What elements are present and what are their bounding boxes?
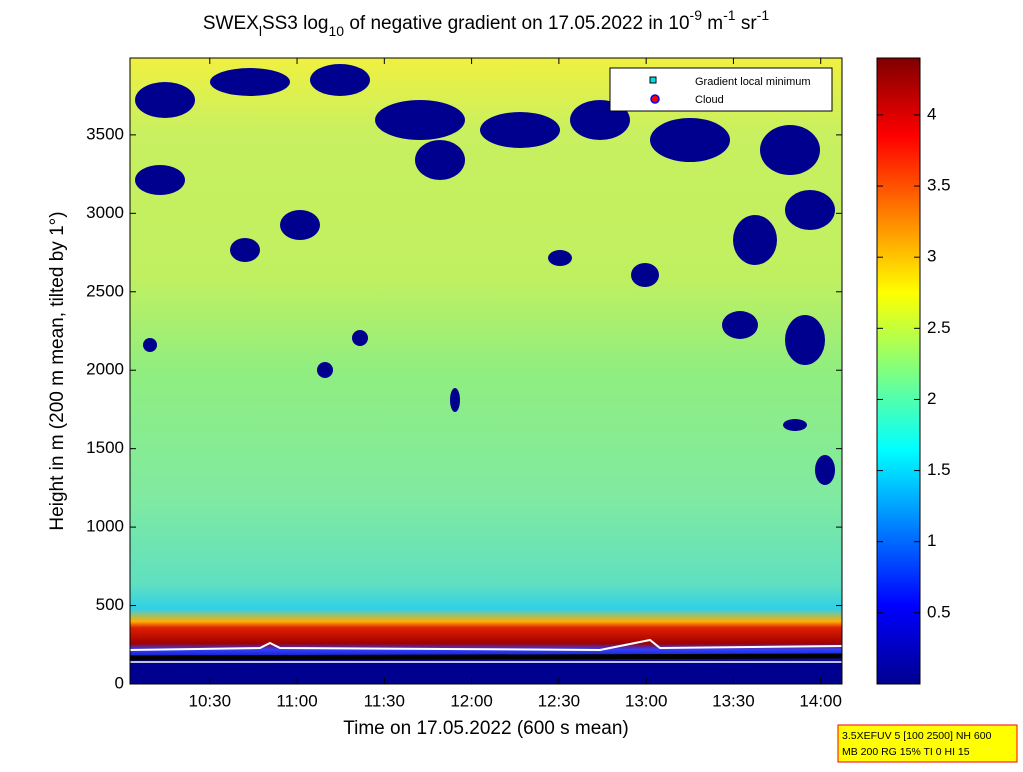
y-tick-label: 0 xyxy=(115,673,124,692)
colorbar xyxy=(876,57,921,685)
x-tick-label: 12:00 xyxy=(450,691,493,710)
info-line: MB 200 RG 15% TI 0 HI 15 xyxy=(842,746,970,758)
x-axis-label: Time on 17.05.2022 (600 s mean) xyxy=(343,718,629,739)
info-box: 3.5XEFUV 5 [100 2500] NH 600 MB 200 RG 1… xyxy=(837,724,1018,763)
colorbar-tick-label: 0.5 xyxy=(927,602,951,621)
title-part: m xyxy=(702,13,723,34)
y-tick-label: 3000 xyxy=(86,203,124,222)
title-part: -1 xyxy=(757,7,770,23)
legend-marker xyxy=(650,94,660,104)
y-tick-label: 2500 xyxy=(86,281,124,300)
y-tick-label: 1000 xyxy=(86,517,124,536)
legend-marker xyxy=(649,76,657,84)
x-tick-label: 13:00 xyxy=(625,691,668,710)
x-tick-label: 11:30 xyxy=(364,691,405,710)
colorbar-tick-label: 1.5 xyxy=(927,460,951,479)
x-tick-label: 11:00 xyxy=(276,691,317,710)
title-part: sr xyxy=(736,13,758,34)
x-tick-label: 13:30 xyxy=(712,691,755,710)
title-part: of negative gradient on 17.05.2022 in 10 xyxy=(344,13,689,34)
y-axis-label: Height in m (200 m mean, tilted by 1°) xyxy=(47,211,68,530)
colorbar-tick-label: 2 xyxy=(927,389,936,408)
x-tick-label: 12:30 xyxy=(538,691,581,710)
y-tick-label: 500 xyxy=(96,595,124,614)
y-tick-label: 2000 xyxy=(86,360,124,379)
info-line: 3.5XEFUV 5 [100 2500] NH 600 xyxy=(842,730,992,742)
x-tick-label: 14:00 xyxy=(799,691,842,710)
title-part: -9 xyxy=(690,7,703,23)
colorbar-tick-label: 1 xyxy=(927,531,936,550)
title-part: SS3 log xyxy=(262,13,329,34)
title-part: 10 xyxy=(329,23,345,39)
colorbar-tick-label: 2.5 xyxy=(927,318,951,337)
y-tick-label: 3500 xyxy=(86,124,124,143)
legend-label: Cloud xyxy=(695,94,724,106)
colorbar-tick-label: 3.5 xyxy=(927,176,951,195)
title-part: -1 xyxy=(723,7,736,23)
heatmap xyxy=(129,57,843,685)
colorbar-tick-label: 4 xyxy=(927,104,936,123)
y-tick-label: 1500 xyxy=(86,438,124,457)
legend-label: Gradient local minimum xyxy=(695,76,811,88)
chart-title: SWEXlSS3 log10 of negative gradient on 1… xyxy=(203,7,769,39)
colorbar-tick-label: 3 xyxy=(927,247,936,266)
title-part: l xyxy=(259,23,262,39)
legend: Gradient local minimum Cloud xyxy=(609,67,833,112)
x-tick-label: 10:30 xyxy=(188,691,231,710)
title-part: SWEX xyxy=(203,13,259,34)
